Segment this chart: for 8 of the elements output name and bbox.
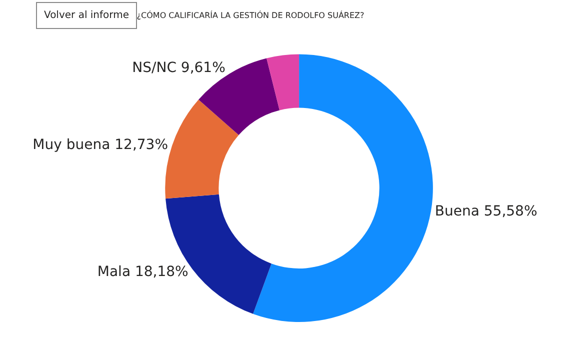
- donut-slice: [266, 54, 300, 110]
- slice-label: NS/NC 9,61%: [132, 60, 226, 76]
- donut-slice: [253, 54, 433, 322]
- text: Volver al informe: [44, 10, 129, 21]
- chart-title: ¿CÓMO CALIFICARÍA LA GESTIÓN DE RODOLFO SUÁREZ?: [136, 10, 364, 20]
- slice-label: Muy buena 12,73%: [32, 136, 168, 153]
- slice-label: Mala 18,18%: [97, 264, 188, 280]
- slice-label: Buena 55,58%: [434, 204, 538, 220]
